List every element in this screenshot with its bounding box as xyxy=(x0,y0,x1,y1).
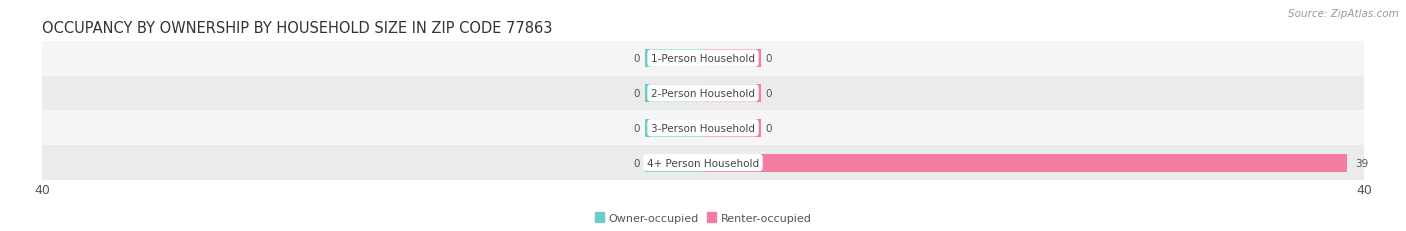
Text: Source: ZipAtlas.com: Source: ZipAtlas.com xyxy=(1288,9,1399,19)
Text: 1-Person Household: 1-Person Household xyxy=(651,54,755,64)
Text: 0: 0 xyxy=(766,123,772,133)
Text: 0: 0 xyxy=(634,54,640,64)
Bar xyxy=(42,42,1364,76)
Text: 0: 0 xyxy=(766,88,772,99)
Text: 3-Person Household: 3-Person Household xyxy=(651,123,755,133)
Bar xyxy=(645,154,703,172)
Text: 0: 0 xyxy=(634,158,640,168)
Text: OCCUPANCY BY OWNERSHIP BY HOUSEHOLD SIZE IN ZIP CODE 77863: OCCUPANCY BY OWNERSHIP BY HOUSEHOLD SIZE… xyxy=(42,21,553,36)
Text: 39: 39 xyxy=(1355,158,1369,168)
Bar xyxy=(703,154,1347,172)
Bar xyxy=(645,85,703,103)
Bar xyxy=(645,50,703,68)
Text: 0: 0 xyxy=(766,54,772,64)
Bar xyxy=(703,50,761,68)
Text: 2-Person Household: 2-Person Household xyxy=(651,88,755,99)
Legend: Owner-occupied, Renter-occupied: Owner-occupied, Renter-occupied xyxy=(591,208,815,227)
Bar xyxy=(703,85,761,103)
Bar xyxy=(42,146,1364,180)
Text: 0: 0 xyxy=(634,88,640,99)
Text: 4+ Person Household: 4+ Person Household xyxy=(647,158,759,168)
Text: 0: 0 xyxy=(634,123,640,133)
Bar xyxy=(703,119,761,137)
Bar xyxy=(645,119,703,137)
Bar xyxy=(42,76,1364,111)
Bar xyxy=(42,111,1364,146)
